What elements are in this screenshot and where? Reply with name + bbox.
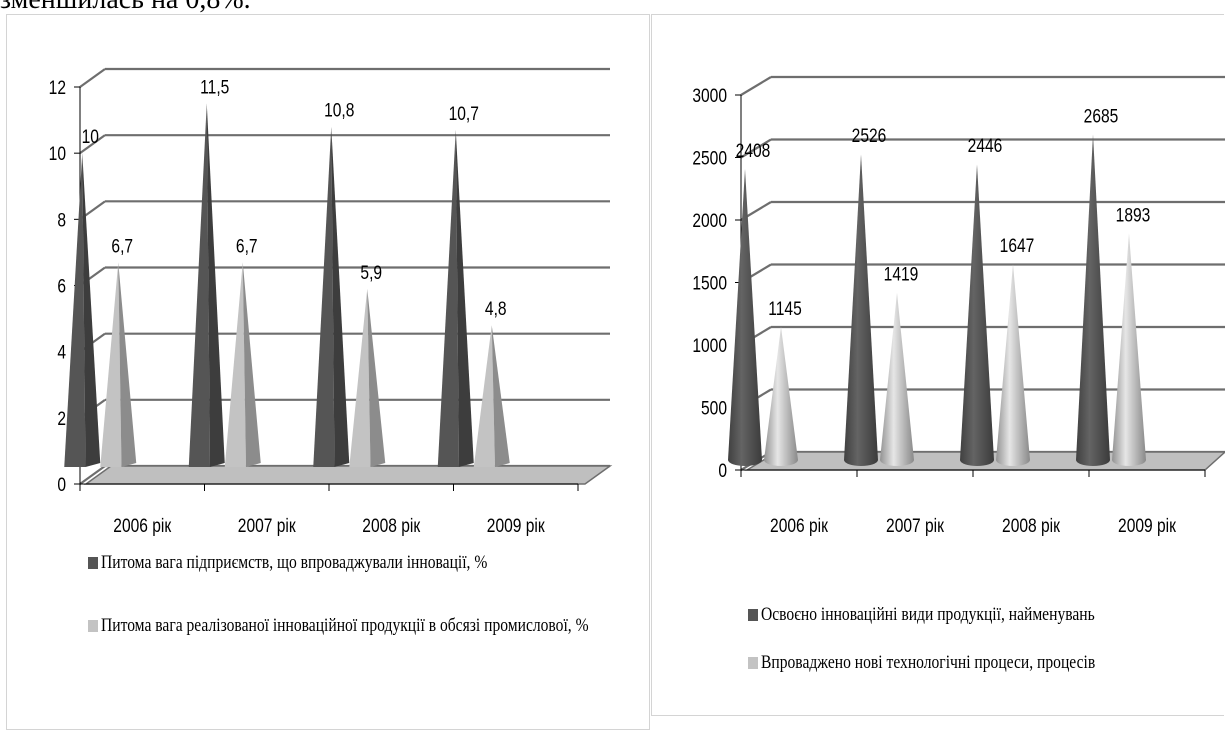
data-label: 10,8: [324, 99, 354, 121]
y-tick-label: 12: [49, 77, 66, 99]
x-tick-label: 2007 рік: [886, 515, 944, 537]
y-tick-label: 0: [57, 474, 66, 496]
pyramid-bar-side-face: [455, 130, 474, 467]
data-label: 6,7: [236, 235, 258, 257]
pyramid-bar-side-face: [82, 153, 101, 467]
x-tick-label: 2006 рік: [113, 515, 171, 537]
legend-item-right-series-2: Впроваджено нові технологічні процеси, п…: [748, 648, 1169, 678]
gridline-connector: [740, 138, 772, 159]
x-tick-label: 2007 рік: [238, 515, 296, 537]
data-label: 5,9: [360, 261, 382, 283]
data-label: 2685: [1084, 105, 1119, 127]
legend-label: Впроваджено нові технологічні процеси, п…: [761, 652, 1096, 673]
data-label: 1145: [768, 297, 801, 319]
cone-bar: [1076, 134, 1110, 466]
pyramid-bar-front-face: [313, 126, 335, 467]
y-tick-label: 6: [57, 275, 66, 297]
x-tick-label: 2008 рік: [362, 515, 420, 537]
pyramid-bar-front-face: [437, 130, 459, 467]
data-label: 2408: [736, 140, 771, 162]
x-tick-label: 2009 рік: [1118, 515, 1176, 537]
data-label: 1893: [1116, 204, 1151, 226]
gridline-connector: [79, 68, 106, 88]
legend-swatch-light: [748, 657, 758, 669]
gridline-connector: [740, 76, 772, 96]
legend-label: Освоєно інноваційні види продукції, найм…: [761, 604, 1095, 625]
legend-swatch-dark: [748, 609, 758, 621]
pyramid-bar-front-face: [224, 262, 246, 467]
x-tick-label: 2008 рік: [1002, 515, 1060, 537]
data-label: 6,7: [111, 235, 133, 257]
chart-floor: [83, 465, 613, 485]
y-tick-label: 1000: [692, 335, 727, 357]
data-label: 1419: [884, 263, 919, 285]
cone-bar: [960, 164, 994, 466]
y-tick-label: 500: [701, 397, 727, 419]
cone-bar: [1112, 233, 1146, 466]
y-tick-label: 2500: [692, 147, 727, 169]
pyramid-bar-side-face: [242, 262, 261, 467]
legend-label: Питома вага реалізованої інноваційної пр…: [101, 615, 589, 636]
cone-bar: [728, 169, 762, 466]
data-label: 1647: [1000, 235, 1035, 257]
y-tick-label: 1500: [692, 272, 727, 294]
x-tick-label: 2006 рік: [770, 515, 828, 537]
y-tick-label: 2: [57, 407, 66, 429]
data-label: 10: [82, 126, 99, 148]
legend-item-left-series-2: Питома вага реалізованої інноваційної пр…: [88, 611, 741, 641]
y-tick-label: 0: [718, 460, 727, 482]
legend-item-left-series-1: Питома вага підприємств, що впроваджувал…: [88, 548, 572, 578]
data-label: 11,5: [200, 76, 229, 98]
pyramid-bar-side-face: [118, 262, 137, 467]
data-label: 2446: [968, 135, 1003, 157]
gridline-connector: [79, 134, 106, 155]
legend-item-right-series-1: Освоєно інноваційні види продукції, найм…: [748, 600, 1168, 630]
legend-label: Питома вага підприємств, що впроваджувал…: [101, 552, 488, 573]
pyramid-bar-side-face: [331, 126, 350, 467]
pyramid-bar-front-face: [473, 325, 495, 467]
gridline-connector: [79, 465, 106, 485]
cone-bar: [880, 292, 914, 466]
y-tick-label: 10: [49, 143, 66, 165]
data-label: 2526: [852, 125, 887, 147]
y-tick-label: 2000: [692, 210, 727, 232]
page-top-text: зменшилась на 0,8%.: [0, 0, 251, 14]
y-tick-label: 8: [57, 209, 66, 231]
cone-bar: [764, 326, 798, 466]
pyramid-bar-front-face: [64, 153, 86, 467]
pyramid-bar-front-face: [349, 288, 371, 467]
pyramid-bar-side-face: [491, 325, 510, 467]
pyramid-bar-side-face: [367, 288, 386, 467]
cone-bar: [844, 154, 878, 466]
pyramid-bar-front-face: [100, 262, 122, 467]
pyramid-bar-side-face: [206, 103, 225, 468]
data-label: 10,7: [449, 103, 479, 125]
data-label: 4,8: [485, 298, 507, 320]
cone-bar: [996, 264, 1030, 466]
pyramid-bar-front-face: [188, 103, 210, 468]
y-tick-label: 4: [57, 341, 66, 363]
y-tick-label: 3000: [692, 85, 727, 107]
x-tick-label: 2009 рік: [487, 515, 545, 537]
legend-swatch-light: [88, 620, 98, 632]
legend-swatch-dark: [88, 557, 98, 569]
